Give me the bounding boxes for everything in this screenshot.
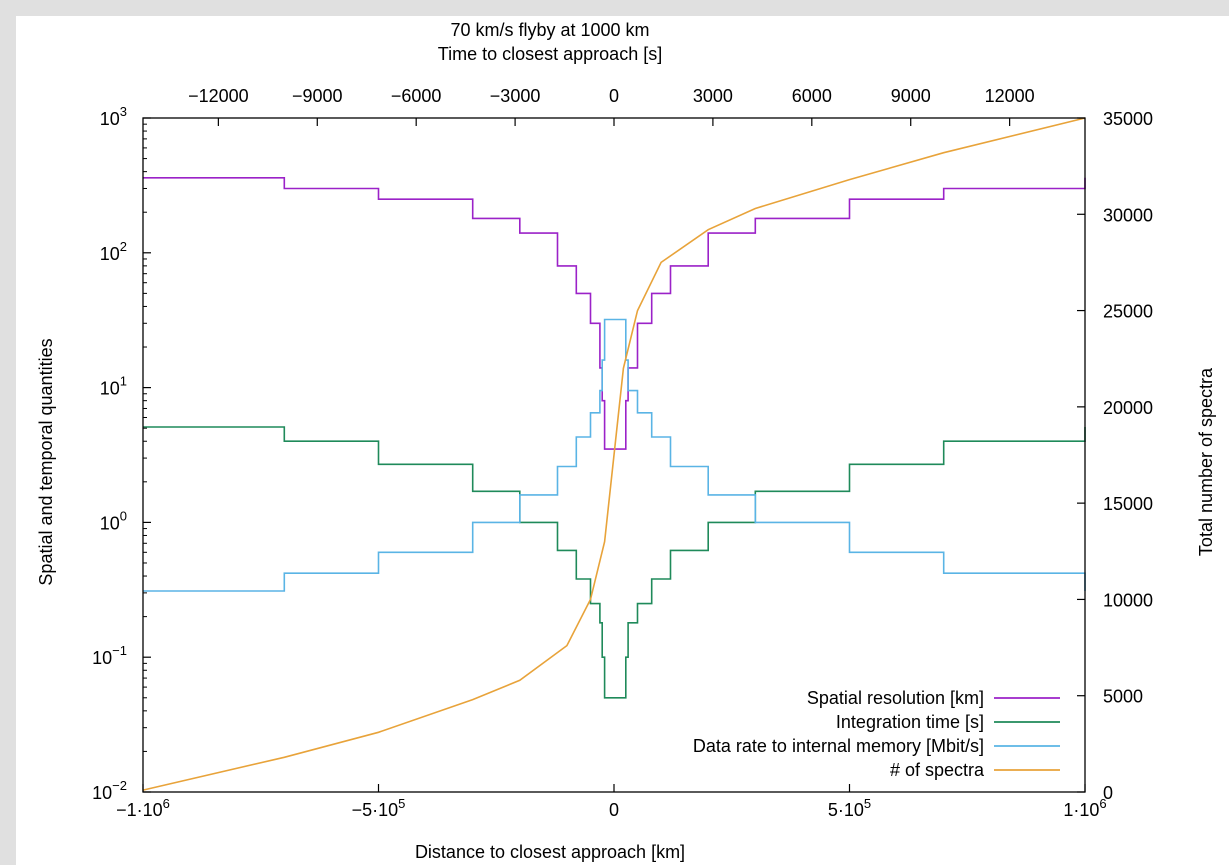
y-tick-label: 101 (100, 374, 127, 399)
bottom-axis-label: Distance to closest approach [km] (415, 842, 685, 862)
x-tick-exponent: 6 (1099, 796, 1106, 811)
x2-tick-label: 6000 (792, 86, 832, 106)
x-tick-label: 0 (609, 800, 619, 820)
x2-tick-label: −12000 (188, 86, 249, 106)
series-layer (142, 117, 1086, 791)
legend-label-2: Data rate to internal memory [Mbit/s] (693, 736, 984, 756)
y-tick-base: 10 (100, 109, 120, 129)
chart-title: 70 km/s flyby at 1000 km (450, 20, 649, 40)
y2-tick-label: 35000 (1103, 109, 1153, 129)
y2-tick-label: 10000 (1103, 590, 1153, 610)
y-tick-exponent: −1 (112, 643, 127, 658)
y-tick-label: 10−2 (92, 778, 127, 803)
chart-canvas: 70 km/s flyby at 1000 km Time to closest… (36, 20, 1216, 862)
y-tick-label: 103 (100, 104, 127, 129)
y-tick-label: 102 (100, 239, 127, 264)
y2-tick-label: 20000 (1103, 398, 1153, 418)
x-tick-label: 5·105 (828, 796, 871, 820)
y-tick-base: 10 (92, 783, 112, 803)
y-tick-exponent: 3 (120, 104, 127, 119)
x2-tick-label: −9000 (292, 86, 343, 106)
y-tick-base: 10 (100, 379, 120, 399)
x-tick-label: 1·106 (1063, 796, 1106, 820)
x-tick-mantissa: 1·10 (1063, 800, 1099, 820)
series-line-0 (143, 177, 1086, 450)
legend-label-0: Spatial resolution [km] (807, 688, 984, 708)
y-tick-base: 10 (92, 648, 112, 668)
series-line-2 (143, 318, 1086, 592)
y-tick-exponent: 2 (120, 239, 127, 254)
x2-tick-label: −6000 (391, 86, 442, 106)
x-tick-mantissa: 5·10 (828, 800, 864, 820)
x-tick-mantissa: 0 (609, 800, 619, 820)
x-tick-label: −1·106 (116, 796, 170, 820)
y-tick-base: 10 (100, 244, 120, 264)
y2-tick-label: 25000 (1103, 302, 1153, 322)
x-tick-exponent: 5 (864, 796, 871, 811)
x2-tick-label: −3000 (490, 86, 541, 106)
x-tick-mantissa: −5·10 (352, 800, 399, 820)
legend-label-1: Integration time [s] (836, 712, 984, 732)
x-tick-label: −5·105 (352, 796, 406, 820)
y-tick-base: 10 (100, 513, 120, 533)
x2-tick-label: 0 (609, 86, 619, 106)
y-tick-exponent: 1 (120, 374, 127, 389)
ticks-layer: −1·106 −5·105 0 5·105 1·106−12000 −9000 −6000−… (92, 86, 1153, 820)
y-tick-exponent: 0 (120, 508, 127, 523)
legend: Spatial resolution [km] Integration time … (693, 688, 1060, 780)
y2-tick-label: 0 (1103, 783, 1113, 803)
x2-tick-label: 3000 (693, 86, 733, 106)
series-line-3 (142, 117, 1086, 791)
x2-tick-label: 9000 (891, 86, 931, 106)
y2-tick-label: 15000 (1103, 494, 1153, 514)
legend-label-3: # of spectra (890, 760, 985, 780)
x-tick-exponent: 5 (398, 796, 405, 811)
top-axis-label: Time to closest approach [s] (438, 44, 662, 64)
x-tick-exponent: 6 (163, 796, 170, 811)
chart-frame: 70 km/s flyby at 1000 km Time to closest… (16, 16, 1229, 865)
right-axis-label: Total number of spectra (1196, 367, 1216, 556)
x2-tick-label: 12000 (985, 86, 1035, 106)
y2-tick-label: 5000 (1103, 687, 1143, 707)
y-tick-label: 100 (100, 508, 127, 533)
x-tick-mantissa: −1·10 (116, 800, 163, 820)
y-tick-label: 10−1 (92, 643, 127, 668)
y2-tick-label: 30000 (1103, 205, 1153, 225)
plot-border (142, 117, 1086, 793)
left-axis-label: Spatial and temporal quantities (36, 338, 56, 585)
y-tick-exponent: −2 (112, 778, 127, 793)
